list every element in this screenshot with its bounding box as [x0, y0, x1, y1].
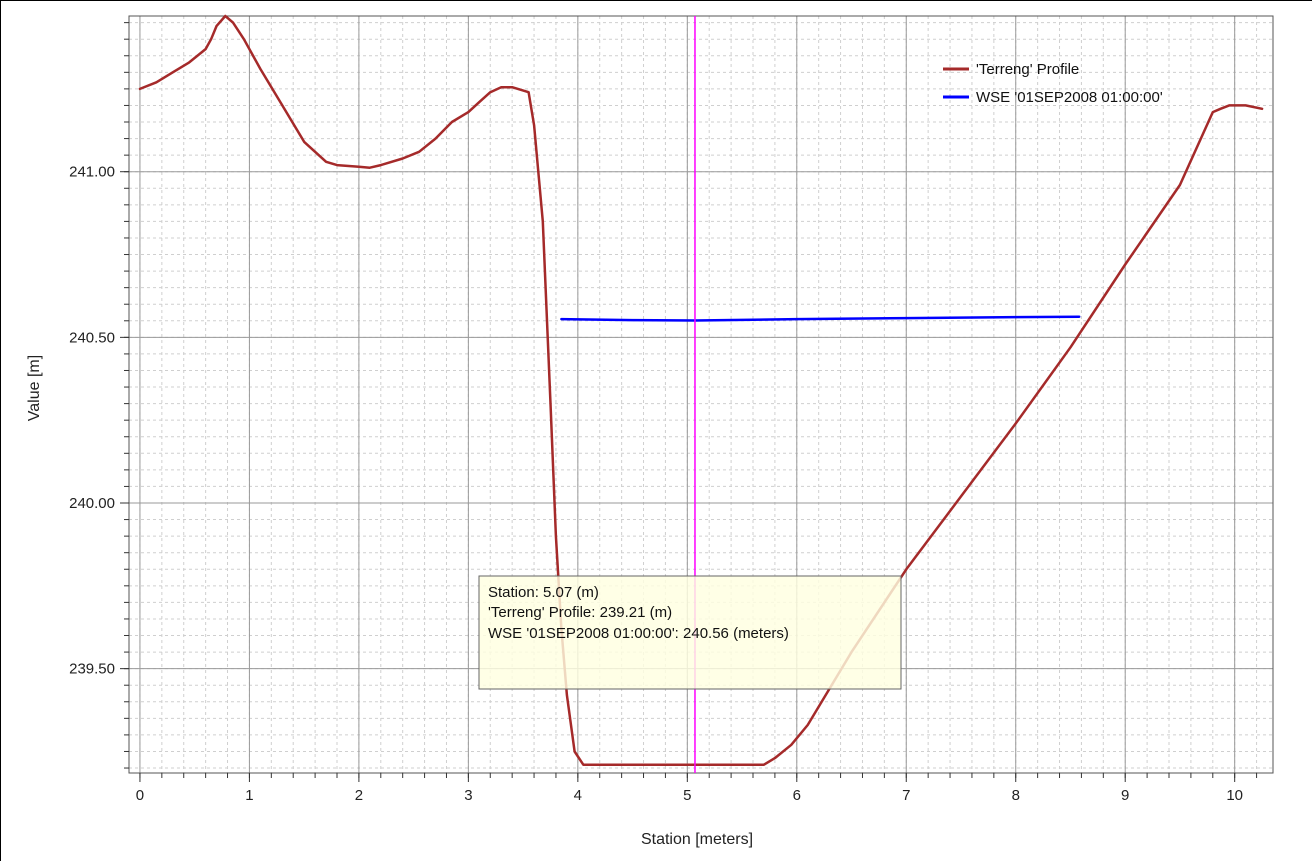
- wse-line: [560, 315, 1081, 322]
- legend-label-wse: WSE '01SEP2008 01:00:00': [976, 89, 1163, 106]
- x-axis-title: Station [meters]: [641, 831, 753, 848]
- terrain-profile-line: [138, 14, 1264, 766]
- legend-label-terrain: 'Terreng' Profile: [976, 61, 1079, 78]
- x-tick-label: 9: [1121, 787, 1129, 804]
- tooltip-line-station: Station: 5.07 (m): [488, 584, 599, 601]
- series-layer: [138, 14, 1264, 766]
- axis-ticks: [120, 22, 1258, 782]
- x-tick-label: 2: [355, 787, 363, 804]
- x-tick-label: 1: [245, 787, 253, 804]
- x-tick-label: 4: [574, 787, 582, 804]
- x-tick-label: 8: [1012, 787, 1020, 804]
- x-tick-label: 3: [464, 787, 472, 804]
- y-axis-title: Value [m]: [26, 355, 43, 421]
- x-tick-label: 7: [902, 787, 910, 804]
- tooltip-line-terrain: 'Terreng' Profile: 239.21 (m): [488, 604, 672, 621]
- y-tick-label: 239.50: [69, 661, 115, 678]
- y-tick-label: 241.00: [69, 164, 115, 181]
- x-tick-label: 6: [793, 787, 801, 804]
- x-tick-label: 0: [136, 787, 144, 804]
- y-axis-tick-labels: 239.50 240.00 240.50 241.00: [69, 164, 115, 678]
- major-grid: [129, 16, 1273, 773]
- plot-area: [128, 15, 1274, 774]
- tooltip-line-wse: WSE '01SEP2008 01:00:00': 240.56 (meters…: [488, 625, 789, 642]
- y-tick-label: 240.00: [69, 495, 115, 512]
- legend: 'Terreng' Profile WSE '01SEP2008 01:00:0…: [943, 61, 1163, 106]
- hover-tooltip: Station: 5.07 (m) 'Terreng' Profile: 239…: [478, 575, 902, 690]
- x-tick-label: 5: [683, 787, 691, 804]
- y-tick-label: 240.50: [69, 329, 115, 346]
- tooltip-box: [478, 575, 902, 690]
- x-axis-tick-labels: 0 1 2 3 4 5 6 7 8 9 10: [136, 787, 1243, 804]
- x-tick-label: 10: [1226, 787, 1243, 804]
